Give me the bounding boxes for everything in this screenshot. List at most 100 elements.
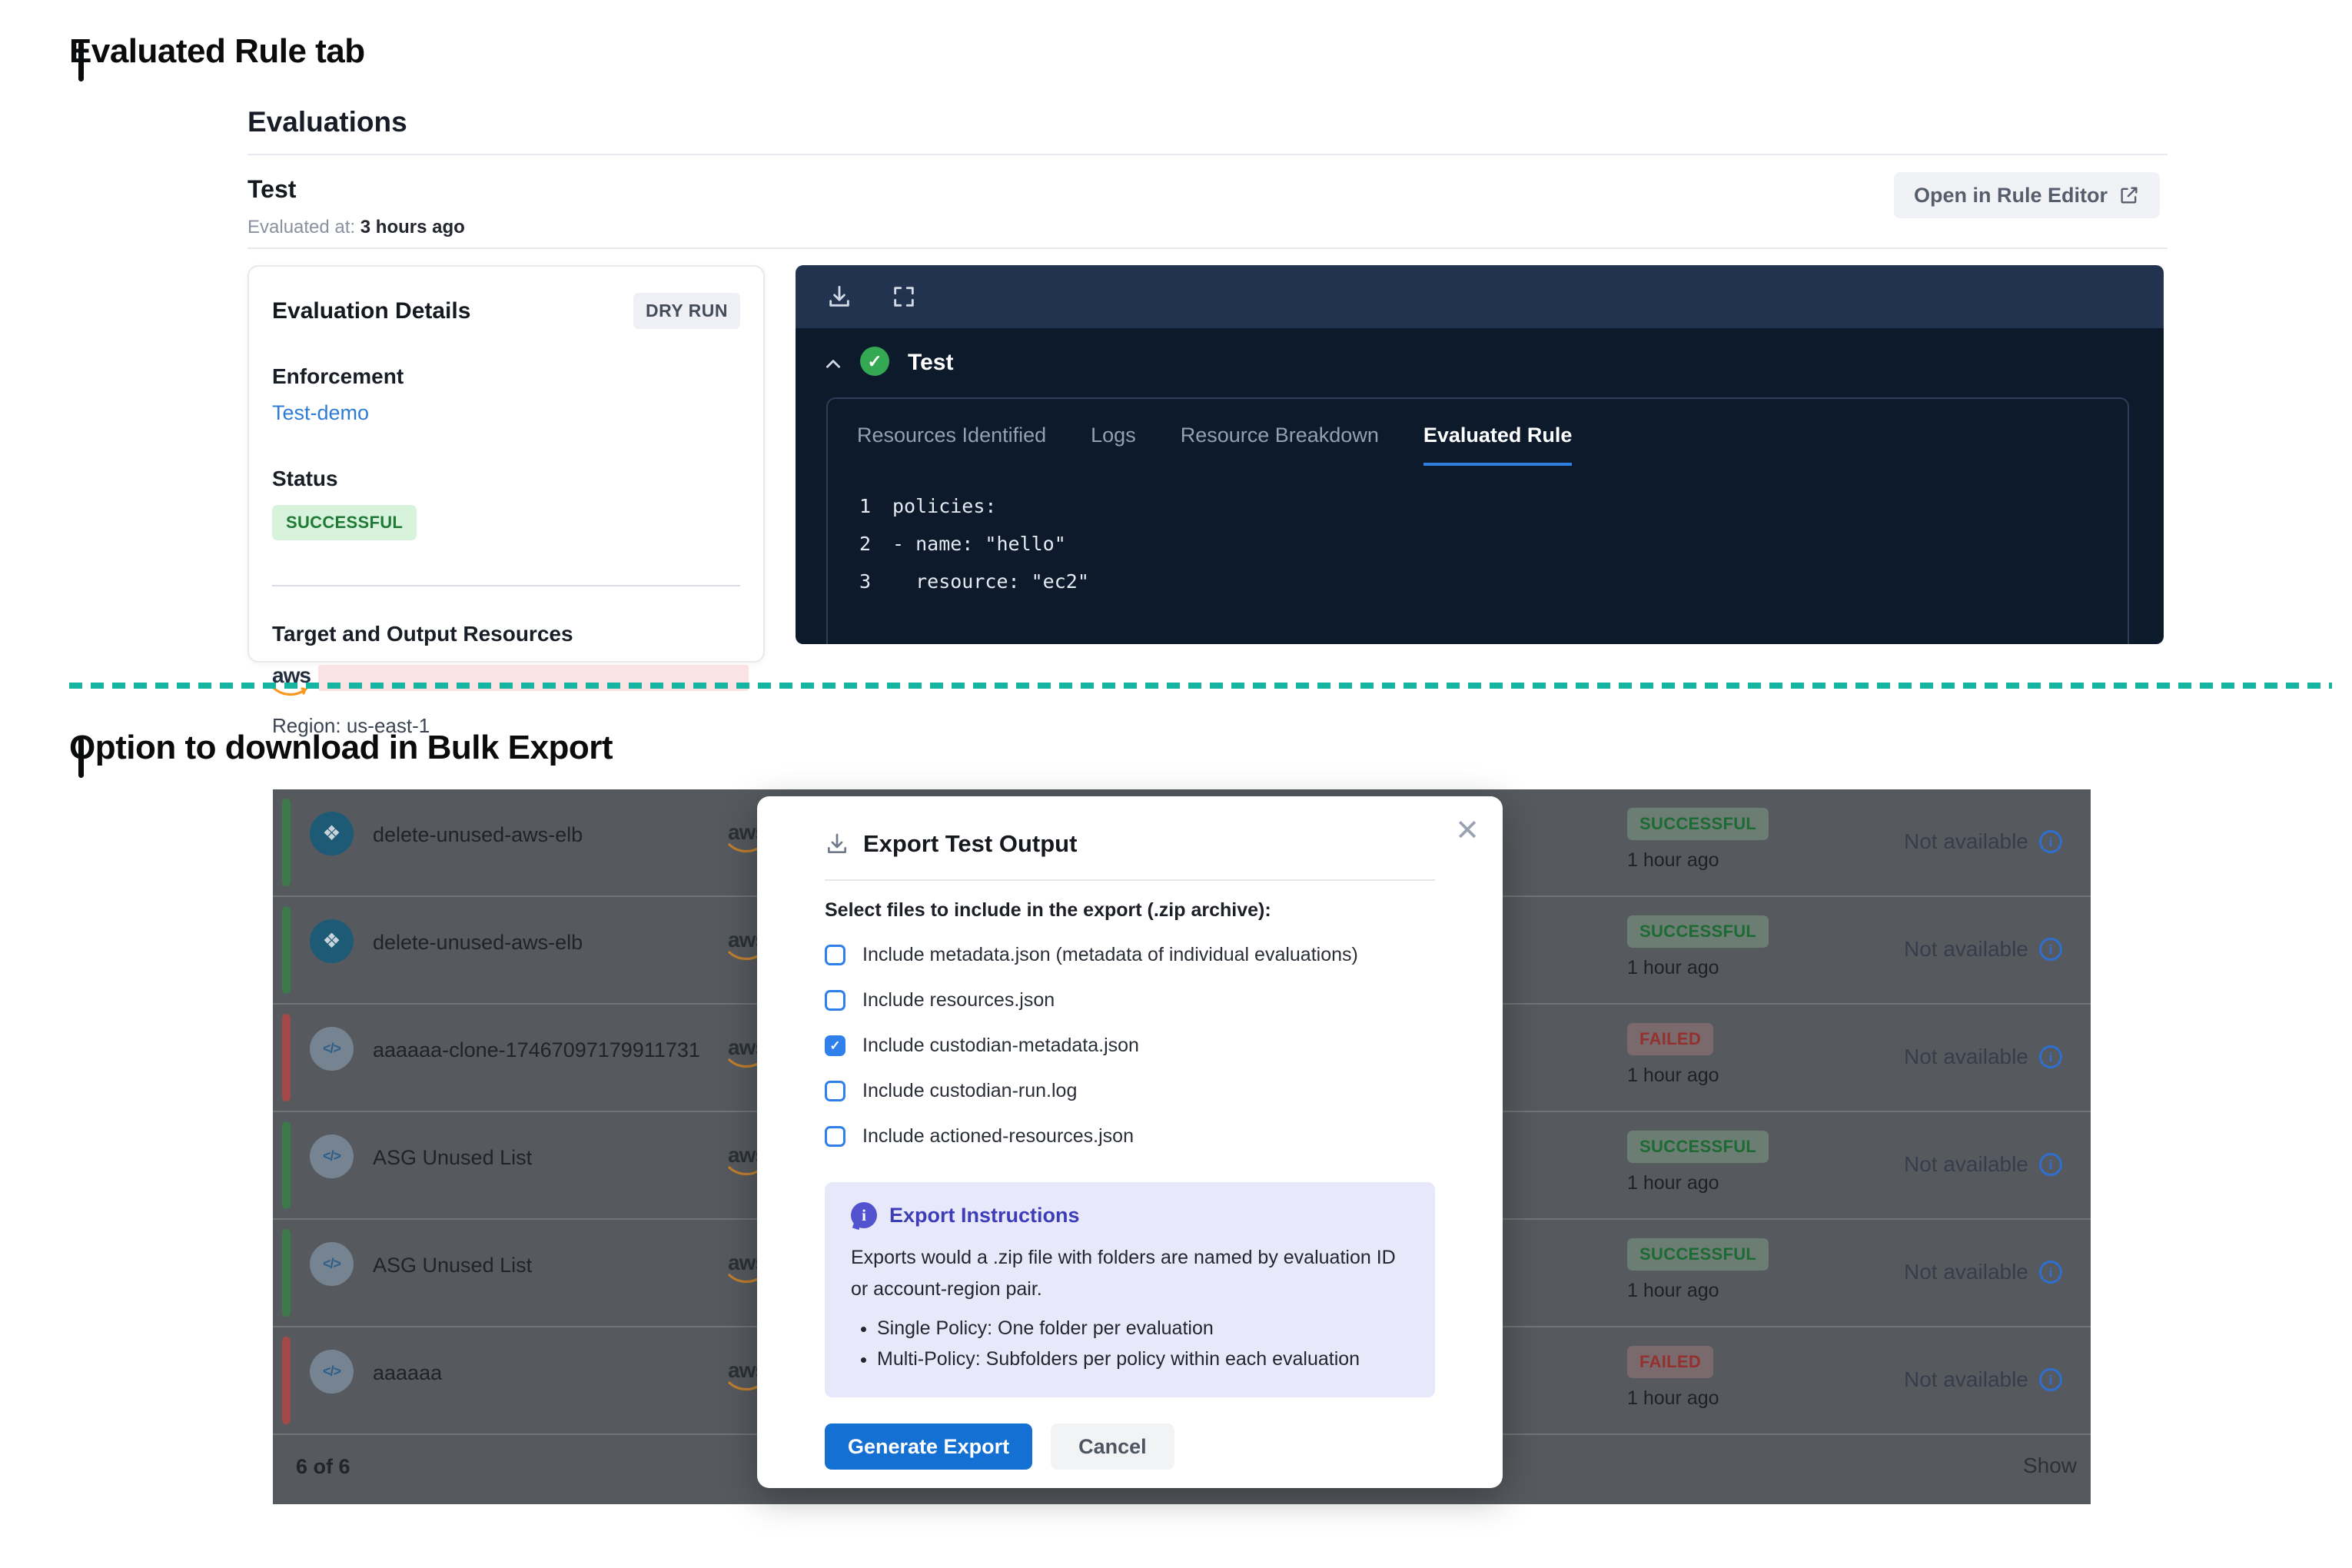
evaluation-details-card: Evaluation Details DRY RUN Enforcement T… [247,265,765,737]
info-icon: i [2038,830,2062,853]
status-badge: FAILED [1627,1023,1714,1055]
info-icon: i [2038,1153,2062,1176]
code-line: 3 resource: "ec2" [859,570,1089,593]
checkbox-actioned-resources-json[interactable]: ✓Include actioned-resources.json [825,1114,1435,1159]
time-ago: 1 hour ago [1627,1387,1719,1409]
status-label: Status [272,467,338,490]
code-line: 1 policies: [859,495,997,517]
tab-logs[interactable]: Logs [1091,424,1136,447]
title-bar-decoration [78,42,84,81]
checkbox-box[interactable]: ✓ [825,1126,845,1147]
policy-name: ASG Unused List [373,1146,533,1169]
status-badge: FAILED [1627,1346,1714,1378]
policy-name: aaaaaa-clone-17467097179911731 [373,1038,700,1061]
policy-type-icon [310,1242,354,1286]
info-icon: i [2038,1045,2062,1068]
policy-type-icon [310,1134,354,1178]
status-badge: SUCCESSFUL [1627,915,1769,948]
policy-type-icon [310,919,354,963]
chevron-up-icon[interactable] [823,354,843,374]
open-in-rule-editor-button[interactable]: Open in Rule Editor [1893,172,2160,218]
viewer-toolbar [796,265,2164,328]
time-ago: 1 hour ago [1627,849,1719,871]
checkbox-custodian-metadata-json[interactable]: ✓ Include custodian-metadata.json [825,1023,1435,1068]
card-title: Evaluation Details [272,297,471,324]
status-color-bar [282,1014,291,1101]
external-link-icon [2121,187,2138,204]
tab-resource-breakdown[interactable]: Resource Breakdown [1180,424,1379,447]
checkbox-box[interactable]: ✓ [825,990,845,1011]
region-text: Region: us-east-1 [272,714,430,737]
availability-text: Not available [1904,829,2028,853]
section1-title-text: Evaluated Rule tab [69,32,365,70]
evaluation-name: Test [247,175,297,203]
evaluation-viewer-panel: ✓ Test Resources Identified Logs Resourc… [796,265,2164,644]
checkbox-box[interactable]: ✓ [825,945,845,965]
tab-resources-identified[interactable]: Resources Identified [857,424,1047,447]
viewer-inner-panel: Resources Identified Logs Resource Break… [826,397,2129,644]
policy-name: ASG Unused List [373,1254,533,1277]
policy-type-icon [310,812,354,855]
instructions-body: Exports would a .zip file with folders a… [851,1247,1396,1300]
modal-title: Export Test Output [863,830,1078,857]
divider [247,247,2168,249]
status-badge: SUCCESSFUL [272,505,417,540]
code-line: 2- name: "hello" [859,533,1066,555]
row-count: 6 of 6 [296,1455,350,1478]
time-ago: 1 hour ago [1627,1280,1719,1301]
enforcement-label: Enforcement [272,364,404,388]
export-instructions-box: i Export Instructions Exports would a .z… [825,1182,1435,1397]
instructions-title: Export Instructions [889,1203,1080,1227]
status-badge: SUCCESSFUL [1627,1238,1769,1271]
status-badge: SUCCESSFUL [1627,1131,1769,1163]
policy-name: delete-unused-aws-elb [373,931,583,954]
availability-text: Not available [1904,1152,2028,1176]
checkbox-box[interactable]: ✓ [825,1035,845,1056]
time-ago: 1 hour ago [1627,957,1719,978]
target-resources-label: Target and Output Resources [272,622,573,646]
evaluated-at-value: 3 hours ago [360,217,465,238]
title-bar-decoration [78,738,84,778]
close-icon[interactable]: ✕ [1455,815,1480,847]
checkbox-resources-json[interactable]: ✓Include resources.json [825,978,1435,1023]
policy-type-icon [310,1027,354,1071]
policy-name: delete-unused-aws-elb [373,823,583,846]
tab-evaluated-rule[interactable]: Evaluated Rule [1423,424,1573,466]
evaluated-at: Evaluated at: 3 hours ago [247,217,465,238]
info-icon: i [851,1202,877,1228]
section1-title: Evaluated Rule tab [69,32,365,81]
code-editor[interactable]: 1 policies: 2- name: "hello" 3 resource: … [828,487,2128,600]
status-color-bar [282,799,291,886]
status-color-bar [282,906,291,994]
evaluations-heading: Evaluations [247,106,407,138]
availability-text: Not available [1904,1367,2028,1391]
dry-run-badge: DRY RUN [633,293,740,329]
instructions-bullets: Single Policy: One folder per evaluation… [851,1313,1409,1374]
generate-export-button[interactable]: Generate Export [825,1423,1033,1470]
bullet-item: Multi-Policy: Subfolders per policy with… [877,1344,1409,1374]
cancel-button[interactable]: Cancel [1051,1423,1174,1470]
section2-title: Option to download in Bulk Export [69,729,613,778]
status-badge: SUCCESSFUL [1627,808,1769,840]
time-ago: 1 hour ago [1627,1065,1719,1086]
time-ago: 1 hour ago [1627,1172,1719,1194]
info-icon: i [2038,938,2062,961]
enforcement-link[interactable]: Test-demo [272,401,370,424]
divider [272,585,740,586]
info-icon: i [2038,1368,2062,1391]
checkbox-custodian-run-log[interactable]: ✓Include custodian-run.log [825,1068,1435,1114]
export-modal: ✕ Export Test Output Select files to inc… [757,796,1503,1488]
download-icon [828,833,846,853]
checkbox-box[interactable]: ✓ [825,1081,845,1101]
download-icon[interactable] [826,284,852,310]
status-color-bar [282,1337,291,1424]
checkbox-metadata-json[interactable]: ✓Include metadata.json (metadata of indi… [825,932,1435,978]
select-files-label: Select files to include in the export (.… [825,899,1271,921]
fullscreen-icon[interactable] [891,284,917,310]
show-pagination-label: Show [2022,1453,2077,1477]
divider [247,154,2168,155]
section-divider-dashed [69,683,2332,689]
open-in-rule-editor-label: Open in Rule Editor [1913,183,2108,207]
